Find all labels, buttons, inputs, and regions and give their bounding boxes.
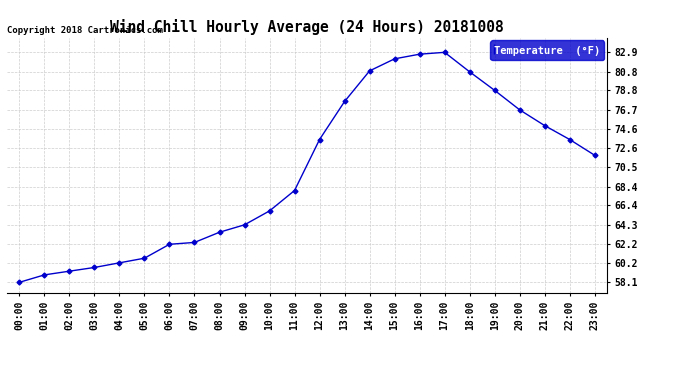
Legend: Temperature  (°F): Temperature (°F) (490, 40, 604, 60)
Title: Wind Chill Hourly Average (24 Hours) 20181008: Wind Chill Hourly Average (24 Hours) 201… (110, 19, 504, 35)
Text: Copyright 2018 Cartronics.com: Copyright 2018 Cartronics.com (7, 26, 163, 35)
